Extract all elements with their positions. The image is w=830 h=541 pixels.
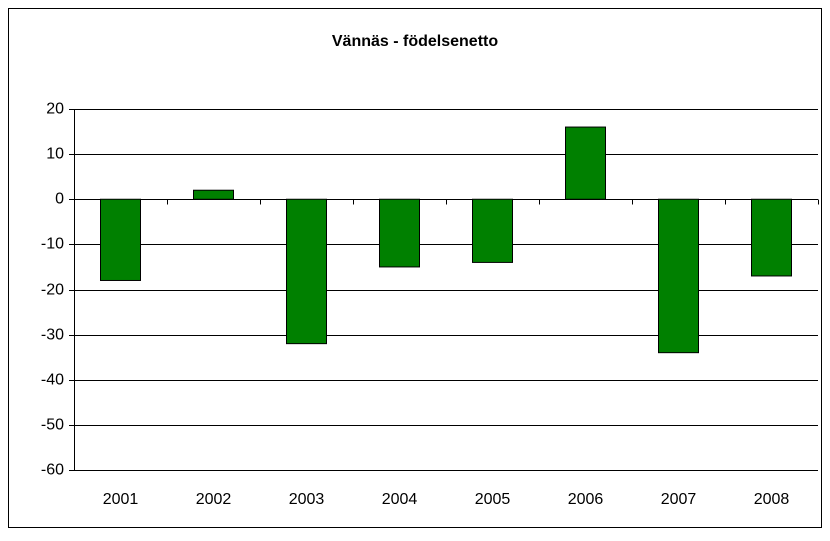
x-tick-label: 2008 <box>754 491 790 508</box>
y-tick-label: -60 <box>41 462 64 479</box>
y-tick-label: -40 <box>41 372 64 389</box>
bar <box>100 198 141 281</box>
x-tick-label: 2001 <box>103 491 139 508</box>
x-tick-label: 2002 <box>196 491 232 508</box>
x-tick-label: 2003 <box>289 491 325 508</box>
x-tick-label: 2004 <box>382 491 418 508</box>
y-tick-label: 0 <box>55 191 64 208</box>
bar <box>286 198 327 345</box>
bar <box>658 198 699 354</box>
chart-title: Vännäs - födelsenetto <box>332 33 498 50</box>
y-tick-label: -20 <box>41 282 64 299</box>
x-tick-label: 2006 <box>568 491 604 508</box>
bar <box>751 198 792 277</box>
bar <box>565 126 606 200</box>
x-tick-label: 2007 <box>661 491 697 508</box>
bar <box>472 198 513 263</box>
y-tick-label: 10 <box>46 146 64 163</box>
bar <box>379 198 420 268</box>
x-tick-label: 2005 <box>475 491 511 508</box>
y-tick-label: 20 <box>46 101 64 118</box>
y-tick-label: -50 <box>41 417 64 434</box>
y-tick-label: -10 <box>41 236 64 253</box>
y-tick-label: -30 <box>41 327 64 344</box>
bar <box>193 189 234 200</box>
